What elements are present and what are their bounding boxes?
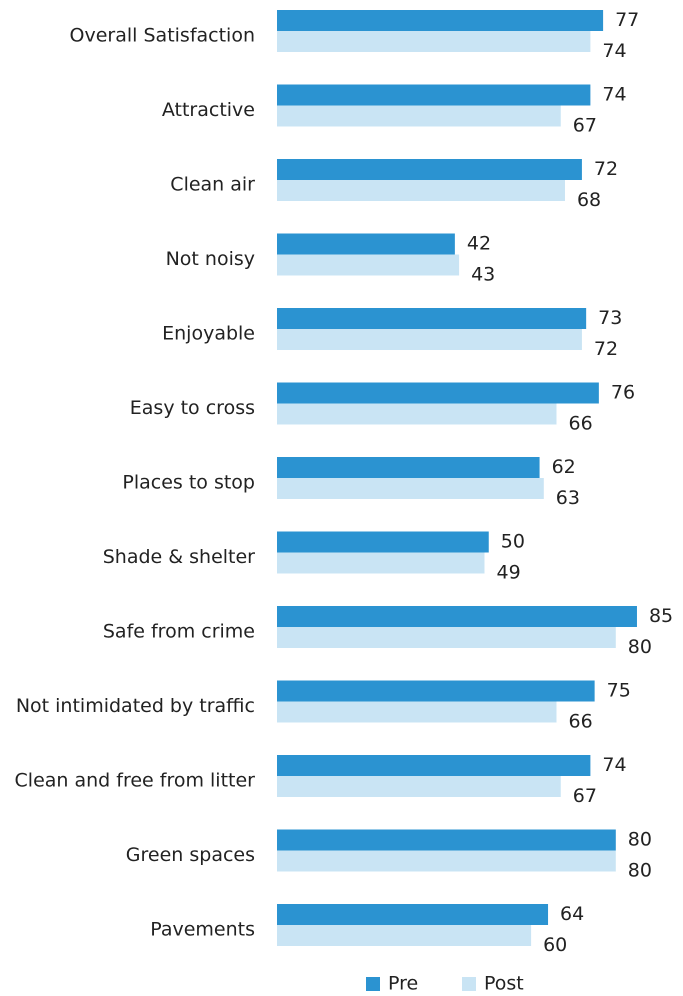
plot-area: Overall Satisfaction7774Attractive7467Cl… [15,9,674,956]
value-label-post: 66 [569,413,593,435]
value-label-post: 66 [569,711,593,733]
value-label-pre: 72 [594,158,618,180]
value-label-post: 43 [471,264,495,286]
legend-label-pre: Pre [388,973,418,995]
bar-pre [277,159,582,180]
category-group: Overall Satisfaction 77 74 [70,9,640,62]
value-label-post: 63 [556,487,580,509]
value-label-pre: 74 [602,84,626,106]
category-group: Green spaces 80 80 [126,829,652,882]
category-label: Clean and free from litter [15,770,256,792]
value-label-post: 80 [628,860,652,882]
category-group: Clean air 72 68 [170,158,618,211]
value-label-post: 67 [573,115,597,137]
category-label: Shade & shelter [103,546,255,568]
category-group: Places to stop 62 63 [122,456,580,509]
value-label-post: 80 [628,636,652,658]
category-group: Easy to cross 76 66 [130,382,635,435]
value-label-pre: 74 [602,754,626,776]
value-label-post: 60 [543,934,567,956]
category-label: Clean air [170,174,255,196]
bar-post [277,105,561,127]
value-label-post: 74 [602,40,626,62]
bar-pre [277,755,591,776]
legend-swatch-pre [366,977,380,991]
bar-pre [277,10,604,31]
category-group: Enjoyable 73 72 [162,307,622,360]
category-label: Enjoyable [162,323,255,345]
category-group: Not intimidated by traffic 75 66 [16,680,631,733]
category-label: Green spaces [126,844,255,866]
category-group: Shade & shelter 50 49 [103,531,525,584]
value-label-pre: 75 [607,680,631,702]
bar-post [277,627,616,648]
bar-post [277,329,582,350]
value-label-post: 72 [594,338,618,360]
bar-pre [277,233,455,255]
category-label: Places to stop [122,472,255,494]
bar-post [277,776,561,797]
value-label-pre: 80 [628,829,652,851]
value-label-pre: 77 [615,9,639,31]
bar-pre [277,904,549,925]
bar-pre [277,531,489,553]
bar-post [277,478,544,499]
bar-pre [277,382,599,404]
category-label: Overall Satisfaction [70,25,255,47]
category-label: Attractive [162,99,255,121]
category-label: Not noisy [166,248,255,270]
category-group: Not noisy 42 43 [166,233,496,286]
value-label-pre: 64 [560,903,584,925]
legend-swatch-post [462,977,476,991]
bar-post [277,701,557,723]
bar-post [277,403,557,425]
value-label-pre: 73 [598,307,622,329]
value-label-pre: 62 [552,456,576,478]
category-label: Easy to cross [130,397,255,419]
value-label-post: 68 [577,189,601,211]
category-label: Pavements [150,919,255,941]
bar-post [277,254,460,276]
category-group: Pavements 64 60 [150,903,584,956]
value-label-post: 67 [573,785,597,807]
bar-post [277,31,591,52]
bar-pre [277,829,616,851]
category-label: Not intimidated by traffic [16,695,255,717]
bar-pre [277,680,595,702]
value-label-pre: 85 [649,605,673,627]
bar-post [277,552,485,574]
bar-post [277,925,532,946]
bar-pre [277,457,540,478]
value-label-pre: 76 [611,382,635,404]
legend: Pre Post [366,973,524,995]
category-group: Safe from crime 85 80 [103,605,673,658]
legend-label-post: Post [484,973,524,995]
value-label-pre: 42 [467,233,491,255]
value-label-pre: 50 [501,531,525,553]
bar-post [277,850,616,872]
bar-pre [277,606,637,627]
bar-pre [277,308,587,329]
value-label-post: 49 [497,562,521,584]
bar-pre [277,84,591,106]
bar-post [277,180,565,201]
category-label: Safe from crime [103,621,255,643]
